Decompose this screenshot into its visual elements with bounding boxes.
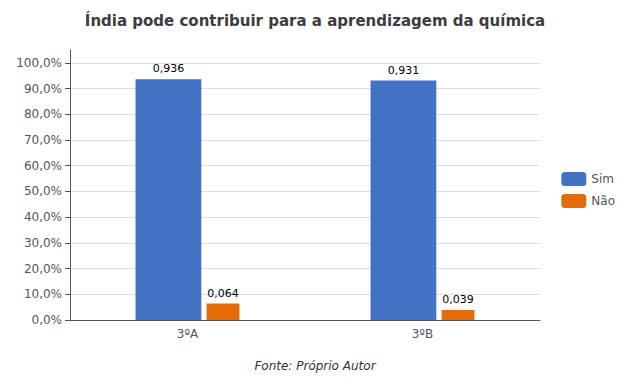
svg-text:100,0%: 100,0% (16, 56, 62, 70)
svg-text:0,0%: 0,0% (32, 313, 63, 327)
svg-text:Fonte: Próprio Autor: Fonte: Próprio Autor (254, 359, 376, 373)
svg-text:0,931: 0,931 (388, 64, 420, 77)
svg-text:0,039: 0,039 (442, 293, 474, 306)
svg-text:3ºB: 3ºB (412, 327, 434, 341)
svg-text:3ºA: 3ºA (177, 327, 199, 341)
svg-text:0,064: 0,064 (207, 287, 239, 300)
svg-text:90,0%: 90,0% (24, 82, 62, 96)
svg-text:Não: Não (591, 194, 615, 208)
svg-text:20,0%: 20,0% (24, 262, 62, 276)
svg-text:70,0%: 70,0% (24, 133, 62, 147)
svg-text:30,0%: 30,0% (24, 236, 62, 250)
svg-text:40,0%: 40,0% (24, 210, 62, 224)
svg-text:0,936: 0,936 (153, 62, 185, 75)
svg-text:Índia pode contribuir para a a: Índia pode contribuir para a aprendizage… (85, 11, 545, 30)
svg-text:10,0%: 10,0% (24, 287, 62, 301)
svg-text:Sim: Sim (591, 172, 614, 186)
svg-text:60,0%: 60,0% (24, 159, 62, 173)
svg-text:50,0%: 50,0% (24, 184, 62, 198)
svg-text:80,0%: 80,0% (24, 107, 62, 121)
